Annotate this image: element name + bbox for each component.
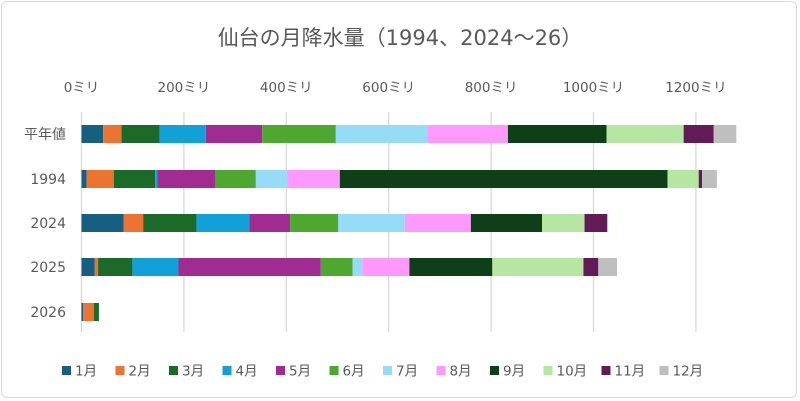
bar-segment (143, 214, 197, 232)
legend-swatch (222, 366, 232, 375)
legend-label: 4月 (236, 364, 258, 380)
bar-segment (249, 214, 291, 232)
category-label: 2025 (30, 260, 66, 276)
x-tick-label: 1200ミリ (665, 80, 726, 96)
legend-label: 6月 (343, 364, 365, 380)
bar-segment (607, 214, 609, 232)
legend-label: 5月 (289, 364, 311, 380)
bar-segment (132, 258, 179, 276)
legend-label: 8月 (450, 364, 472, 380)
x-tick-label: 0ミリ (64, 80, 100, 96)
bar-segment (606, 125, 684, 143)
bar-segment (157, 170, 216, 188)
legend-swatch (543, 366, 553, 375)
bar-segment (404, 214, 471, 232)
legend-label: 7月 (396, 364, 418, 380)
bar-segment (123, 214, 144, 232)
x-tick-label: 1000ミリ (563, 80, 624, 96)
legend-label: 1月 (75, 364, 97, 380)
bar-segment (196, 214, 250, 232)
bar-segment (470, 214, 543, 232)
legend-swatch (659, 366, 669, 375)
bar-segment (584, 214, 608, 232)
bar-segment (702, 170, 717, 188)
bar-segment (255, 170, 288, 188)
legend-swatch (383, 366, 392, 375)
bar-segment (93, 303, 99, 321)
bar-segment (338, 214, 405, 232)
legend-label: 3月 (182, 364, 204, 380)
legend-swatch (169, 366, 178, 375)
legend-label: 12月 (673, 364, 704, 380)
bar-segment (667, 170, 699, 188)
bar-segment (492, 258, 584, 276)
bar-segment (683, 125, 714, 143)
bar-segment (94, 258, 99, 276)
bar-segment (583, 258, 599, 276)
category-label: 2024 (30, 216, 66, 232)
bar-segment (113, 170, 156, 188)
legend-label: 2月 (129, 364, 151, 380)
bar-segment (352, 258, 363, 276)
bar-segment (86, 170, 114, 188)
legend-swatch (276, 366, 285, 375)
legend-label: 11月 (615, 364, 646, 380)
x-tick-label: 800ミリ (465, 80, 518, 96)
bar-segment (598, 258, 618, 276)
bar-segment (81, 258, 95, 276)
bar-segment (290, 214, 339, 232)
legend-swatch (115, 366, 125, 375)
legend-swatch (490, 366, 499, 375)
bar-segment (339, 170, 668, 188)
bar-segment (507, 125, 607, 143)
category-label: 平年値 (24, 127, 66, 143)
bar-segment (81, 214, 124, 232)
bar-segment (103, 125, 122, 143)
bar-segment (205, 125, 263, 143)
bar-segment (98, 258, 133, 276)
legend-label: 10月 (557, 364, 588, 380)
legend-swatch (601, 366, 611, 375)
bar-segment (83, 303, 94, 321)
legend-swatch (329, 366, 339, 375)
bar-segment (215, 170, 256, 188)
x-tick-label: 200ミリ (158, 80, 211, 96)
bar-segment (81, 170, 87, 188)
bar-segment (159, 125, 206, 143)
bar-segment (121, 125, 160, 143)
bar-segment (427, 125, 508, 143)
category-label: 1994 (30, 172, 66, 188)
bar-segment (409, 258, 493, 276)
legend-label: 9月 (503, 364, 525, 380)
bar-segment (335, 125, 428, 143)
legend-swatch (62, 366, 71, 375)
bar-segment (155, 170, 158, 188)
bar-segment (698, 170, 703, 188)
x-tick-label: 600ミリ (362, 80, 415, 96)
bar-segment (81, 303, 84, 321)
bar-segment (320, 258, 353, 276)
x-tick-label: 400ミリ (260, 80, 313, 96)
legend-swatch (436, 366, 446, 375)
bar-segment (81, 125, 104, 143)
bar-segment (178, 258, 321, 276)
category-label: 2026 (30, 305, 66, 321)
bar-segment (262, 125, 336, 143)
bar-segment (287, 170, 340, 188)
chart-title: 仙台の月降水量（1994、2024～26） (218, 26, 583, 50)
bar-segment (713, 125, 737, 143)
bar-segment (542, 214, 585, 232)
bar-segment (362, 258, 410, 276)
